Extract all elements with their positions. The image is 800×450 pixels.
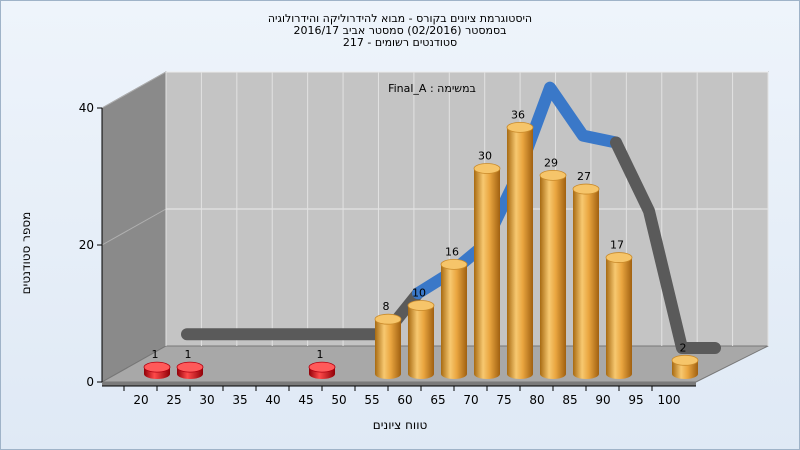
x-axis-label: טווח ציונים bbox=[372, 418, 428, 432]
bar bbox=[375, 319, 401, 374]
x-tick-label: 40 bbox=[265, 393, 280, 407]
chart-annotation: Final_A : במשימה bbox=[388, 82, 476, 95]
grid-line-h-side bbox=[101, 71, 167, 109]
bar-base bbox=[606, 369, 632, 379]
bar bbox=[441, 264, 467, 374]
data-label: 1 bbox=[152, 348, 159, 361]
data-label: 30 bbox=[478, 150, 492, 163]
bars bbox=[143, 122, 699, 379]
data-label: 1 bbox=[317, 348, 324, 361]
bar-base bbox=[672, 369, 698, 379]
x-tick-label: 70 bbox=[463, 393, 478, 407]
bar-base bbox=[507, 369, 533, 379]
bar-base bbox=[474, 369, 500, 379]
y-tick-label: 20 bbox=[79, 238, 94, 252]
bar bbox=[606, 257, 632, 374]
x-tick-label: 20 bbox=[133, 393, 148, 407]
bar-top bbox=[506, 122, 534, 133]
x-tick-label: 30 bbox=[199, 393, 214, 407]
x-tick-label: 60 bbox=[397, 393, 412, 407]
bar-top bbox=[374, 313, 402, 325]
x-tick-label: 90 bbox=[595, 393, 610, 407]
data-label: 36 bbox=[511, 108, 525, 121]
bar-top bbox=[308, 361, 336, 373]
bar bbox=[507, 127, 533, 375]
bar-base bbox=[375, 369, 401, 379]
x-tick-label: 75 bbox=[496, 393, 511, 407]
y-axis-label: מספר סטודנטים bbox=[19, 211, 33, 295]
bar bbox=[540, 175, 566, 374]
data-label: 29 bbox=[544, 156, 558, 169]
x-tick-label: 65 bbox=[430, 393, 445, 407]
bar-base bbox=[408, 369, 434, 379]
x-tick-label: 85 bbox=[562, 393, 577, 407]
bar-top bbox=[407, 300, 435, 311]
chart-title-line-3: סטודנטים רשומים - 217 bbox=[342, 36, 458, 49]
bar-top bbox=[143, 361, 171, 373]
data-label: 27 bbox=[577, 170, 591, 183]
bar bbox=[474, 168, 500, 374]
x-tick-label: 95 bbox=[628, 393, 643, 407]
y-axis: 0 20 40 bbox=[79, 101, 103, 389]
bar-top bbox=[572, 183, 600, 195]
bar-top bbox=[671, 354, 699, 366]
chart-title-line-2: בסמסטר (02/2016) סמסטר אביב 2016/17 bbox=[293, 24, 507, 37]
bar bbox=[408, 305, 434, 374]
x-axis: 20 25 30 35 40 45 50 55 60 65 70 75 80 85 90 95 100 bbox=[102, 385, 696, 407]
chart-title-line-1: היסטוגרמת ציונים בקורס - מבוא להידרוליקה… bbox=[267, 12, 533, 25]
data-label: 16 bbox=[445, 245, 459, 258]
x-tick-label: 50 bbox=[331, 393, 346, 407]
data-label: 2 bbox=[680, 341, 687, 354]
curve-segment-tail bbox=[610, 136, 721, 354]
data-labels: 1 1 1 8 10 16 30 36 29 27 17 2 bbox=[152, 108, 687, 361]
bar-top bbox=[473, 163, 501, 174]
bar-base bbox=[540, 369, 566, 379]
y-tick-label: 40 bbox=[79, 101, 94, 115]
x-tick-label: 100 bbox=[658, 393, 681, 407]
data-label: 10 bbox=[412, 287, 426, 300]
data-label: 8 bbox=[383, 300, 390, 313]
floor-front-edge bbox=[102, 382, 696, 386]
bar bbox=[573, 189, 599, 374]
data-label: 17 bbox=[610, 239, 624, 252]
x-tick-label: 35 bbox=[232, 393, 247, 407]
x-tick-label: 25 bbox=[166, 393, 181, 407]
floor bbox=[100, 345, 769, 383]
bar-top bbox=[440, 258, 468, 270]
grid-line-h-side bbox=[101, 208, 167, 246]
x-tick-label: 80 bbox=[529, 393, 544, 407]
bar-base bbox=[441, 369, 467, 379]
bar-top bbox=[605, 252, 633, 263]
x-tick-label: 45 bbox=[298, 393, 313, 407]
bar-base bbox=[573, 369, 599, 379]
x-tick-label: 55 bbox=[364, 393, 379, 407]
y-tick-label: 0 bbox=[86, 375, 94, 389]
bar-top bbox=[176, 361, 204, 373]
data-label: 1 bbox=[185, 348, 192, 361]
bar-top bbox=[539, 169, 567, 181]
